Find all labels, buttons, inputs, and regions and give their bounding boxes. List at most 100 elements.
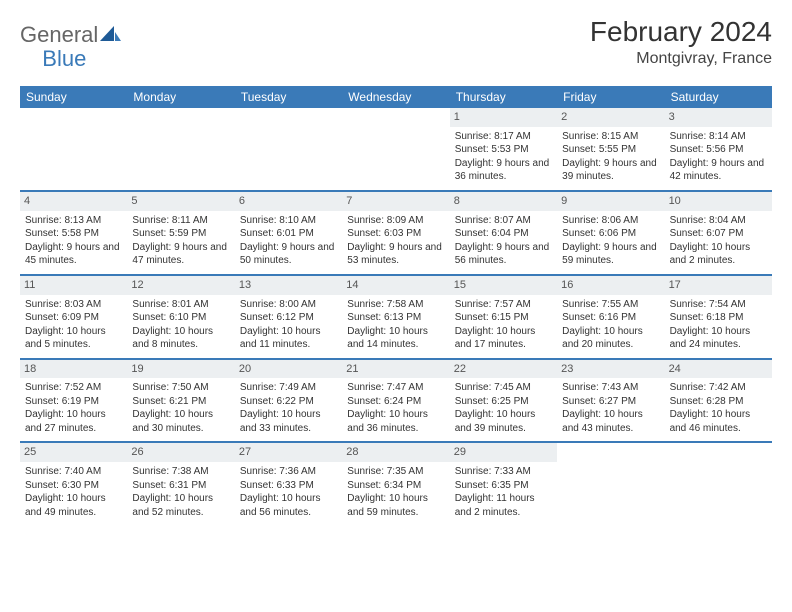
logo-sail-icon [100,26,122,44]
day-number: 20 [235,360,342,379]
day-cell: 21Sunrise: 7:47 AMSunset: 6:24 PMDayligh… [342,360,449,442]
week-row: 25Sunrise: 7:40 AMSunset: 6:30 PMDayligh… [20,441,772,525]
sunrise-line: Sunrise: 8:03 AM [25,298,122,312]
daylight-line: Daylight: 9 hours and 47 minutes. [132,241,229,268]
weekday-header: Saturday [665,86,772,108]
sunset-line: Sunset: 6:35 PM [455,479,552,493]
day-number: 22 [450,360,557,379]
week-row: 18Sunrise: 7:52 AMSunset: 6:19 PMDayligh… [20,358,772,442]
daylight-line: Daylight: 10 hours and 33 minutes. [240,408,337,435]
sunset-line: Sunset: 5:55 PM [562,143,659,157]
sunrise-line: Sunrise: 7:47 AM [347,381,444,395]
sunset-line: Sunset: 6:16 PM [562,311,659,325]
day-number: 24 [665,360,772,379]
day-number: 28 [342,443,449,462]
day-cell: 13Sunrise: 8:00 AMSunset: 6:12 PMDayligh… [235,276,342,358]
sunrise-line: Sunrise: 8:11 AM [132,214,229,228]
sunrise-line: Sunrise: 8:06 AM [562,214,659,228]
day-cell: 20Sunrise: 7:49 AMSunset: 6:22 PMDayligh… [235,360,342,442]
day-number: 8 [450,192,557,211]
day-number: 14 [342,276,449,295]
week-row: 1Sunrise: 8:17 AMSunset: 5:53 PMDaylight… [20,108,772,190]
sunset-line: Sunset: 6:07 PM [670,227,767,241]
day-number: 15 [450,276,557,295]
sunset-line: Sunset: 6:22 PM [240,395,337,409]
sunset-line: Sunset: 6:12 PM [240,311,337,325]
sunset-line: Sunset: 5:56 PM [670,143,767,157]
weekday-header: Thursday [450,86,557,108]
day-cell: 29Sunrise: 7:33 AMSunset: 6:35 PMDayligh… [450,443,557,525]
sunrise-line: Sunrise: 7:55 AM [562,298,659,312]
logo-text-blue: Blue [42,46,86,72]
day-cell: 16Sunrise: 7:55 AMSunset: 6:16 PMDayligh… [557,276,664,358]
sunrise-line: Sunrise: 7:36 AM [240,465,337,479]
daylight-line: Daylight: 10 hours and 2 minutes. [670,241,767,268]
day-cell: 27Sunrise: 7:36 AMSunset: 6:33 PMDayligh… [235,443,342,525]
sunset-line: Sunset: 6:34 PM [347,479,444,493]
weekday-header: Wednesday [342,86,449,108]
sunrise-line: Sunrise: 7:50 AM [132,381,229,395]
sunrise-line: Sunrise: 8:14 AM [670,130,767,144]
weekday-header: Sunday [20,86,127,108]
day-cell: 5Sunrise: 8:11 AMSunset: 5:59 PMDaylight… [127,192,234,274]
weekday-header-row: SundayMondayTuesdayWednesdayThursdayFrid… [20,86,772,108]
sunrise-line: Sunrise: 8:04 AM [670,214,767,228]
week-row: 4Sunrise: 8:13 AMSunset: 5:58 PMDaylight… [20,190,772,274]
daylight-line: Daylight: 10 hours and 49 minutes. [25,492,122,519]
daylight-line: Daylight: 9 hours and 59 minutes. [562,241,659,268]
day-cell [20,108,127,190]
sunset-line: Sunset: 6:25 PM [455,395,552,409]
weekday-header: Monday [127,86,234,108]
sunrise-line: Sunrise: 8:15 AM [562,130,659,144]
sunrise-line: Sunrise: 8:07 AM [455,214,552,228]
day-number: 12 [127,276,234,295]
day-cell [127,108,234,190]
daylight-line: Daylight: 10 hours and 59 minutes. [347,492,444,519]
day-number: 29 [450,443,557,462]
sunset-line: Sunset: 6:31 PM [132,479,229,493]
day-number: 26 [127,443,234,462]
day-cell [665,443,772,525]
day-number: 4 [20,192,127,211]
day-number: 11 [20,276,127,295]
daylight-line: Daylight: 10 hours and 46 minutes. [670,408,767,435]
daylight-line: Daylight: 10 hours and 52 minutes. [132,492,229,519]
day-number: 21 [342,360,449,379]
day-number: 25 [20,443,127,462]
day-cell: 12Sunrise: 8:01 AMSunset: 6:10 PMDayligh… [127,276,234,358]
day-cell: 15Sunrise: 7:57 AMSunset: 6:15 PMDayligh… [450,276,557,358]
sunrise-line: Sunrise: 7:38 AM [132,465,229,479]
day-number: 9 [557,192,664,211]
day-cell: 26 Sunrise: 7:38 AMSunset: 6:31 PMDayligh… [127,443,234,525]
sunset-line: Sunset: 6:19 PM [25,395,122,409]
day-number: 2 [557,108,664,127]
month-title: February 2024 [590,16,772,48]
day-cell: 8Sunrise: 8:07 AMSunset: 6:04 PMDaylight… [450,192,557,274]
day-number: 10 [665,192,772,211]
day-cell: 28 Sunrise: 7:35 AMSunset: 6:34 PMDayligh… [342,443,449,525]
sunset-line: Sunset: 6:06 PM [562,227,659,241]
sunset-line: Sunset: 6:21 PM [132,395,229,409]
day-cell: 23Sunrise: 7:43 AMSunset: 6:27 PMDayligh… [557,360,664,442]
day-cell: 18Sunrise: 7:52 AMSunset: 6:19 PMDayligh… [20,360,127,442]
day-cell: 17Sunrise: 7:54 AMSunset: 6:18 PMDayligh… [665,276,772,358]
daylight-line: Daylight: 9 hours and 39 minutes. [562,157,659,184]
day-cell: 24Sunrise: 7:42 AMSunset: 6:28 PMDayligh… [665,360,772,442]
daylight-line: Daylight: 9 hours and 45 minutes. [25,241,122,268]
sunrise-line: Sunrise: 7:45 AM [455,381,552,395]
day-cell: 6Sunrise: 8:10 AMSunset: 6:01 PMDaylight… [235,192,342,274]
day-number: 18 [20,360,127,379]
sunset-line: Sunset: 5:58 PM [25,227,122,241]
day-cell: 25Sunrise: 7:40 AMSunset: 6:30 PMDayligh… [20,443,127,525]
weekday-header: Tuesday [235,86,342,108]
sunset-line: Sunset: 6:24 PM [347,395,444,409]
sunset-line: Sunset: 6:01 PM [240,227,337,241]
sunrise-line: Sunrise: 7:43 AM [562,381,659,395]
day-number: 7 [342,192,449,211]
day-number: 23 [557,360,664,379]
sunrise-line: Sunrise: 7:58 AM [347,298,444,312]
week-row: 11Sunrise: 8:03 AMSunset: 6:09 PMDayligh… [20,274,772,358]
sunrise-line: Sunrise: 7:35 AM [347,465,444,479]
daylight-line: Daylight: 10 hours and 27 minutes. [25,408,122,435]
sunset-line: Sunset: 6:15 PM [455,311,552,325]
